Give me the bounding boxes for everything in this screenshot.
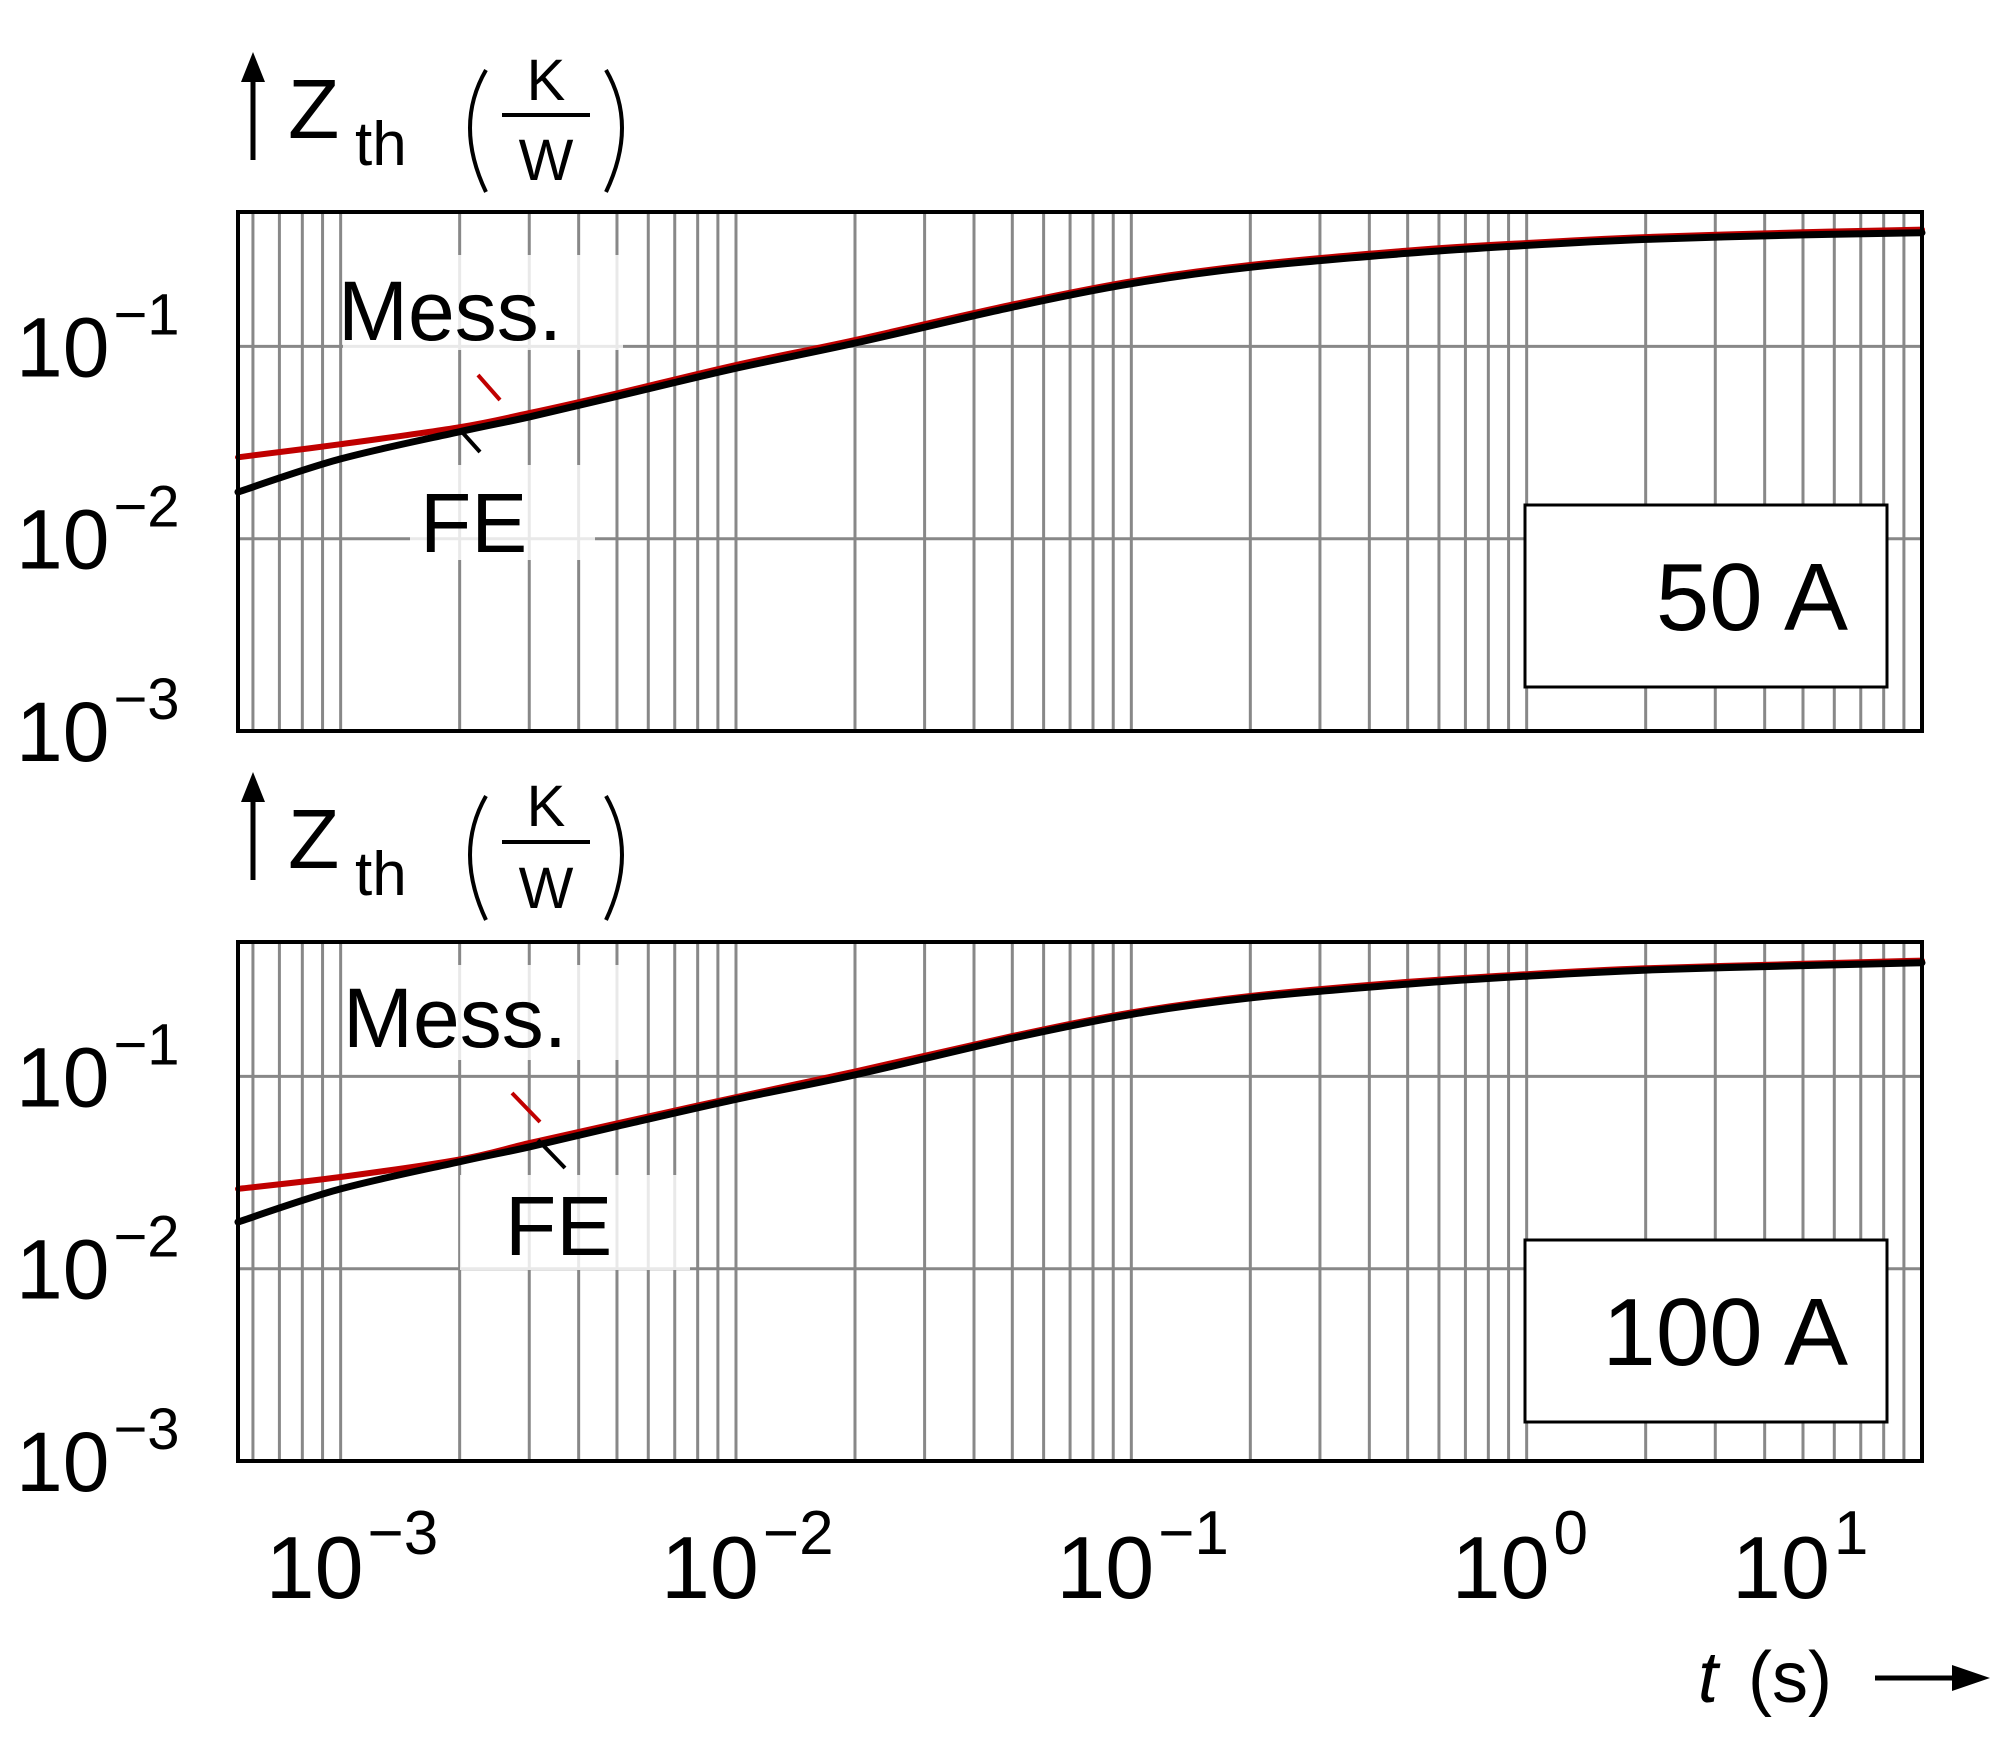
panel2-legend-box (1523, 1238, 1889, 1424)
panel1-ylabel-symbol: Z (288, 62, 339, 156)
xlabel-unit: (s) (1748, 1638, 1832, 1718)
x-tick-label-4: 101 (1732, 1499, 1868, 1617)
panel1-frame (236, 210, 1924, 733)
panel2-fe-label-bg (460, 1175, 690, 1270)
panel1-ylabel-subscript: th (355, 110, 407, 179)
panel2-ylabel-unit-den: W (519, 856, 574, 921)
panel1-mess-label-bg (343, 255, 623, 350)
panel1-fe-label-bg (410, 465, 595, 560)
panel1-fe-label: FE (420, 476, 527, 570)
xlabel-arrow-head (1952, 1665, 1990, 1691)
panel2-mess-label: Mess. (343, 971, 567, 1065)
panel2-mess-leader (510, 1091, 542, 1124)
x-tick-label-0: 10−3 (266, 1499, 439, 1617)
panel1-y-tick-label-1: 10−2 (16, 475, 180, 587)
panel1-legend-box (1523, 503, 1889, 689)
panel1-y-tick-label-0: 10−1 (16, 282, 180, 394)
panel1-ylabel-unit-den: W (519, 128, 574, 193)
x-tick-label-3: 100 (1452, 1499, 1588, 1617)
x-ticks: 10−3 10−2 10−1 100 101 (266, 1499, 1869, 1617)
panel1-legend-label: 50 A (1656, 544, 1848, 651)
panel-100a: Z th K W 10−1 10−2 10−3 Mess. FE 100 A 10−… (16, 772, 1990, 1718)
panel2-ylabel-subscript: th (355, 840, 407, 909)
panel1-mess-label: Mess. (338, 264, 562, 358)
panel1-y-tick-label-2: 10−3 (16, 667, 180, 779)
panel2-y-tick-label-1: 10−2 (16, 1205, 180, 1317)
panel1-y-ticks: 10−1 10−2 10−3 (16, 282, 180, 779)
panel1-ylabel-paren-left (468, 68, 488, 193)
panel2-ylabel: Z th K W (241, 772, 624, 921)
panel2-ylabel-paren-left (468, 795, 488, 921)
panel1-ylabel-paren-right (604, 68, 624, 193)
xlabel: t (s) (1698, 1638, 1990, 1718)
panel-50a: Z th K W 10−1 10−2 10−3 Mess. FE 50 A (16, 48, 1926, 779)
panel2-mess-label-bg (346, 965, 631, 1060)
panel2-y-tick-label-2: 10−3 (16, 1397, 180, 1509)
panel2-series (234, 957, 1926, 1226)
panel2-frame (236, 940, 1924, 1463)
panel2-series-fe-line (234, 959, 1926, 1226)
panel1-series-fe-line (234, 229, 1926, 496)
panel2-ylabel-unit-num: K (527, 774, 566, 839)
panel1-ylabel-unit-num: K (527, 48, 566, 113)
panel2-ylabel-paren-right (604, 795, 624, 921)
panel1-fe-leader (460, 430, 482, 454)
panel1-ylabel-arrow-head (241, 52, 265, 82)
panel2-ylabel-arrow-head (241, 772, 265, 802)
panel2-y-ticks: 10−1 10−2 10−3 (16, 1012, 180, 1509)
x-tick-label-2: 10−1 (1056, 1499, 1229, 1617)
panel1-ylabel: Z th K W (241, 48, 624, 193)
panel2-y-tick-label-0: 10−1 (16, 1012, 180, 1124)
panel2-fe-label: FE (505, 1179, 612, 1273)
panel2-ylabel-symbol: Z (288, 792, 339, 886)
panel2-legend-label: 100 A (1602, 1279, 1848, 1386)
panel1-series (234, 226, 1926, 496)
xlabel-symbol: t (1698, 1638, 1721, 1718)
x-tick-label-1: 10−2 (661, 1499, 834, 1617)
panel2-fe-leader (536, 1138, 567, 1170)
panel1-mess-leader (476, 373, 502, 402)
